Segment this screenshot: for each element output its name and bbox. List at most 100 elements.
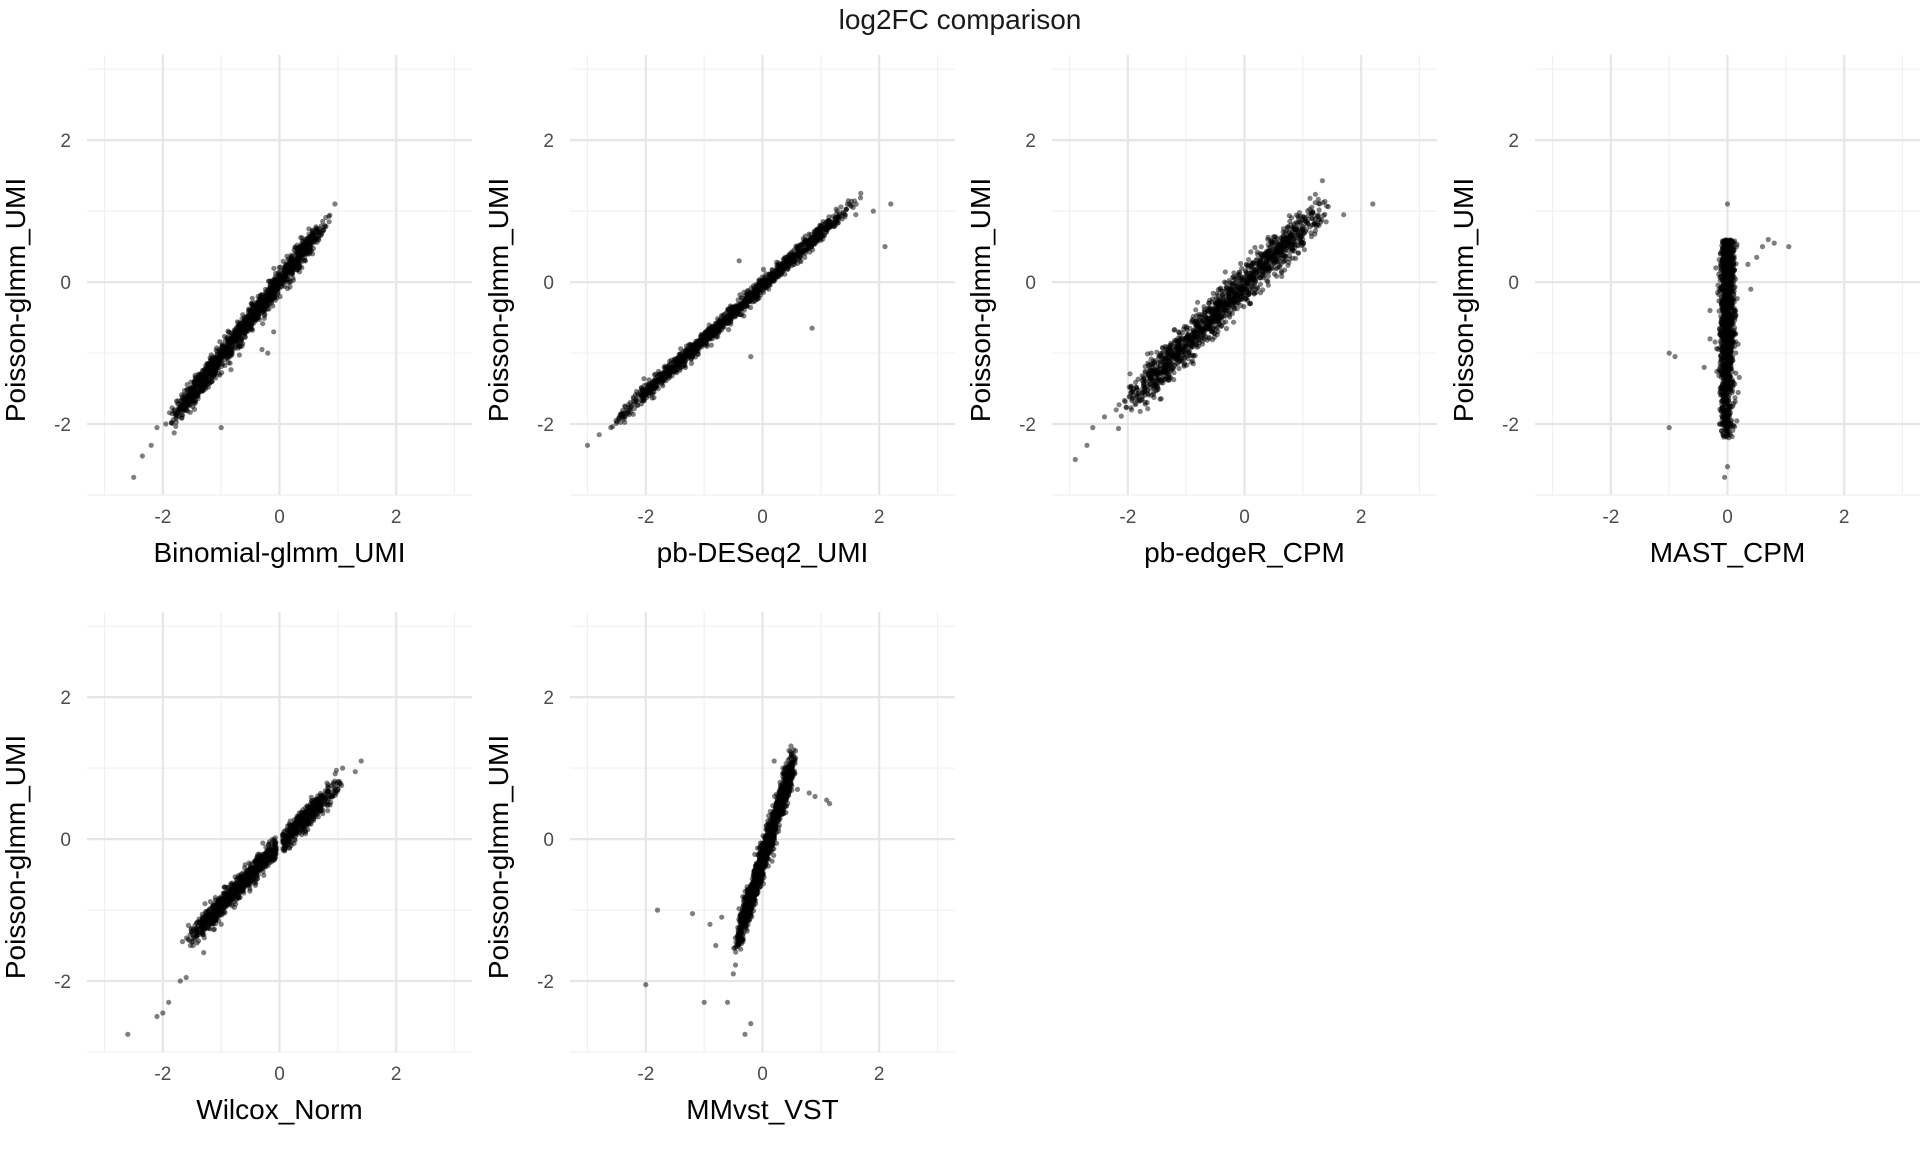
data-point [1307,195,1313,201]
data-point [166,410,173,416]
data-point [713,320,719,326]
data-point [1173,338,1179,344]
panel-Binomial-glmm_UMI: -2 0 2-202Binomial-glmm_UMIPoisson-glmm_UM… [0,55,472,568]
data-point [834,208,841,214]
data-point [1176,365,1182,372]
data-point [1284,241,1290,247]
data-point [1325,204,1331,210]
data-point [713,325,719,331]
data-point [1127,371,1133,377]
data-point [1309,204,1315,210]
data-point [782,255,788,261]
data-point [288,252,294,258]
data-point [658,376,664,382]
data-point [195,376,201,382]
data-point [1128,405,1134,411]
data-point [799,245,805,251]
data-point [741,313,747,319]
data-point [1278,261,1284,267]
data-point [1161,350,1167,356]
data-point [646,377,652,383]
data-point [1287,256,1293,262]
data-point [729,312,735,318]
data-point [838,204,844,210]
data-point [186,396,192,402]
data-point [1145,392,1151,398]
data-point [1238,260,1244,267]
data-point [1223,305,1229,311]
data-point [1220,296,1226,302]
data-point [736,258,742,264]
data-point [222,362,228,368]
data-point [282,263,288,269]
data-point [1166,346,1172,352]
data-point [1248,249,1254,255]
data-point [266,278,272,284]
data-point [171,407,178,413]
data-point [1309,215,1315,222]
data-point [1148,356,1154,362]
data-point [1171,377,1177,383]
data-point [292,244,298,250]
y-tick-label: 0 [60,273,71,294]
data-point [1243,269,1249,275]
x-tick-label: 2 [391,507,402,528]
data-point [848,202,854,208]
x-tick-label: 0 [1239,507,1250,528]
data-point [212,371,218,377]
data-point [694,342,700,348]
data-point [1223,326,1230,332]
data-point [1166,357,1172,363]
data-point [327,212,333,218]
data-point [791,247,797,253]
data-point [1274,273,1280,279]
data-point [183,404,189,410]
data-point [296,269,303,275]
y-tick-label: -2 [54,415,71,436]
data-point [1195,323,1201,330]
data-point [169,420,175,426]
data-point [1210,296,1216,302]
data-point [218,354,224,360]
data-point [1260,254,1266,260]
data-point [191,406,198,412]
data-point [205,384,211,390]
data-point [201,376,208,382]
data-point [1295,250,1301,256]
data-point [710,330,716,336]
data-point [1230,300,1236,306]
data-point [1274,236,1280,242]
data-point [1090,425,1096,431]
data-point [252,318,259,324]
y-tick-label: -2 [537,415,554,436]
data-point [266,306,272,312]
data-point [686,354,692,360]
data-point [1261,267,1268,273]
data-point [1121,397,1128,404]
data-point [1151,394,1157,400]
data-point [715,333,721,340]
data-point [810,234,817,240]
data-point [195,382,201,388]
data-point [1192,353,1198,359]
data-point [596,432,602,438]
data-point [218,425,224,431]
data-point [217,339,223,345]
data-point [1320,212,1327,219]
x-tick-label: -2 [1119,507,1136,528]
data-point [1290,231,1296,237]
data-point [805,246,811,252]
data-point [759,279,766,285]
data-point [665,364,672,370]
x-tick-label: 2 [1356,507,1367,528]
data-point [676,361,682,367]
data-point [1188,359,1194,365]
data-point [1128,384,1134,390]
data-point [1241,304,1247,310]
data-point [754,292,760,298]
data-point [303,249,309,255]
data-point [320,218,326,224]
data-point [1212,305,1218,311]
data-point [1237,286,1243,292]
data-point [1261,262,1267,268]
